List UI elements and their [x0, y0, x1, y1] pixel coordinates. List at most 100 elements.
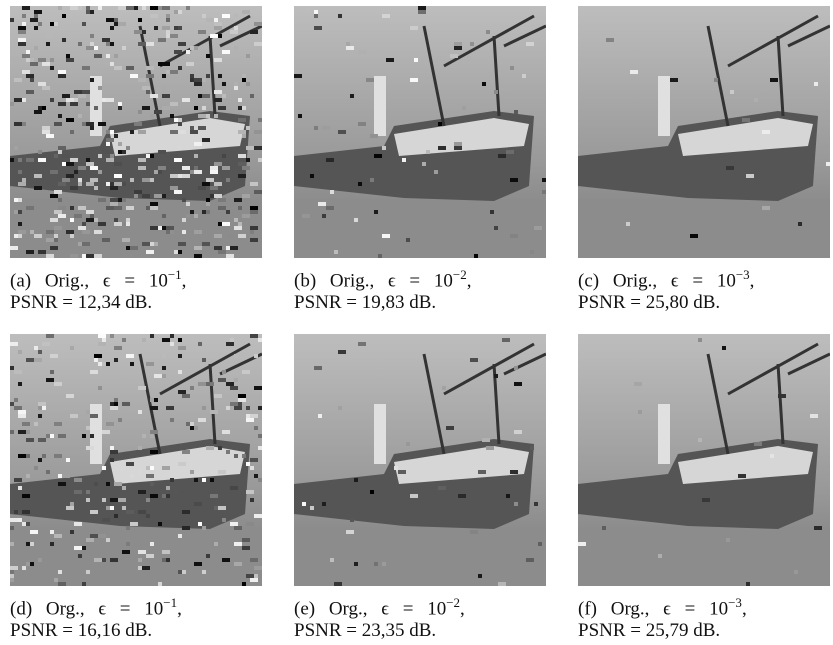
- noise-pixel: [86, 102, 90, 106]
- noise-pixel: [54, 578, 58, 582]
- noise-pixel: [154, 374, 162, 378]
- noise-pixel: [234, 14, 238, 18]
- noise-pixel: [226, 342, 234, 346]
- noise-pixel: [10, 366, 14, 370]
- noise-pixel: [106, 18, 114, 22]
- noise-pixel: [58, 214, 66, 218]
- noise-pixel: [230, 18, 234, 22]
- noise-pixel: [254, 426, 258, 430]
- noise-pixel: [26, 90, 34, 94]
- noise-pixel: [218, 106, 226, 110]
- noise-pixel: [90, 370, 98, 374]
- noise-pixel: [326, 158, 334, 162]
- noise-pixel: [150, 14, 158, 18]
- noise-pixel: [246, 146, 254, 150]
- noise-pixel: [18, 414, 26, 418]
- noise-pixel: [114, 18, 118, 22]
- noise-pixel: [510, 66, 514, 70]
- noise-pixel: [218, 378, 226, 382]
- noise-pixel: [214, 114, 218, 118]
- noise-pixel: [38, 558, 42, 562]
- noise-pixel: [126, 6, 134, 10]
- noise-pixel: [194, 254, 202, 258]
- noise-pixel: [130, 362, 134, 366]
- noise-pixel: [178, 534, 182, 538]
- noise-pixel: [50, 370, 54, 374]
- noise-pixel: [234, 406, 242, 410]
- noise-pixel: [254, 574, 258, 578]
- noise-pixel: [110, 498, 118, 502]
- noise-pixel: [130, 522, 138, 526]
- noise-pixel: [86, 158, 90, 162]
- noise-pixel: [18, 38, 26, 42]
- panel: (d) Org., ϵ = 10−1,PSNR = 16,16 dB.: [10, 334, 262, 642]
- noise-pixel: [78, 242, 82, 246]
- noise-pixel: [170, 154, 178, 158]
- noise-pixel: [538, 542, 542, 546]
- noise-pixel: [30, 62, 38, 66]
- noise-pixel: [166, 14, 170, 18]
- noise-pixel: [190, 126, 194, 130]
- noise-pixel: [250, 210, 258, 214]
- noise-pixel: [110, 154, 114, 158]
- noise-pixel: [182, 570, 186, 574]
- noise-pixel: [50, 22, 54, 26]
- noise-pixel: [102, 518, 110, 522]
- noise-pixel: [770, 454, 774, 458]
- noise-pixel: [150, 42, 154, 46]
- noise-pixel: [214, 58, 222, 62]
- noise-pixel: [814, 526, 822, 530]
- caption-exponent: −3: [728, 595, 742, 610]
- noise-pixel: [178, 250, 182, 254]
- noise-pixel: [214, 194, 222, 198]
- noise-pixel: [478, 574, 482, 578]
- noise-pixel: [222, 82, 226, 86]
- noise-pixel: [142, 86, 150, 90]
- noise-pixel: [166, 406, 174, 410]
- noise-pixel: [170, 186, 178, 190]
- noise-pixel: [150, 334, 154, 338]
- noise-pixel: [258, 406, 262, 410]
- noise-pixel: [26, 474, 30, 478]
- noise-pixel: [218, 250, 226, 254]
- noise-pixel: [810, 414, 818, 418]
- noise-pixel: [194, 230, 202, 234]
- noise-pixel: [186, 50, 190, 54]
- noise-pixel: [258, 478, 262, 482]
- noise-pixel: [142, 6, 146, 10]
- noise-pixel: [454, 42, 462, 46]
- noise-pixel: [330, 190, 334, 194]
- noise-pixel: [98, 86, 102, 90]
- noise-pixel: [542, 178, 546, 182]
- noise-pixel: [162, 86, 166, 90]
- noise-pixel: [62, 94, 70, 98]
- noise-pixel: [162, 226, 166, 230]
- noise-pixel: [162, 550, 170, 554]
- noise-pixel: [38, 458, 42, 462]
- noise-pixel: [18, 230, 26, 234]
- noise-pixel: [18, 222, 22, 226]
- noise-pixel: [86, 218, 94, 222]
- noise-pixel: [498, 154, 506, 158]
- noise-pixel: [746, 582, 750, 586]
- noise-pixel: [78, 206, 86, 210]
- noise-pixel: [22, 494, 30, 498]
- noise-pixel: [246, 574, 254, 578]
- panel: (a) Orig., ϵ = 10−1,PSNR = 12,34 dB.: [10, 6, 262, 314]
- noise-pixel: [178, 346, 186, 350]
- noise-pixel: [198, 30, 206, 34]
- noise-pixel: [162, 366, 166, 370]
- noise-pixel: [346, 42, 350, 46]
- noise-pixel: [246, 54, 250, 58]
- noise-pixel: [114, 398, 118, 402]
- noise-pixel: [146, 514, 150, 518]
- caption-line: (f) Org., ϵ = 10−3,: [578, 592, 830, 620]
- noise-pixel: [194, 142, 202, 146]
- noise-pixel: [486, 446, 494, 450]
- noise-pixel: [106, 158, 114, 162]
- noise-pixel: [450, 54, 458, 58]
- noise-pixel: [10, 542, 14, 546]
- noise-pixel: [150, 398, 154, 402]
- noise-pixel: [382, 14, 390, 18]
- noise-pixel: [122, 150, 126, 154]
